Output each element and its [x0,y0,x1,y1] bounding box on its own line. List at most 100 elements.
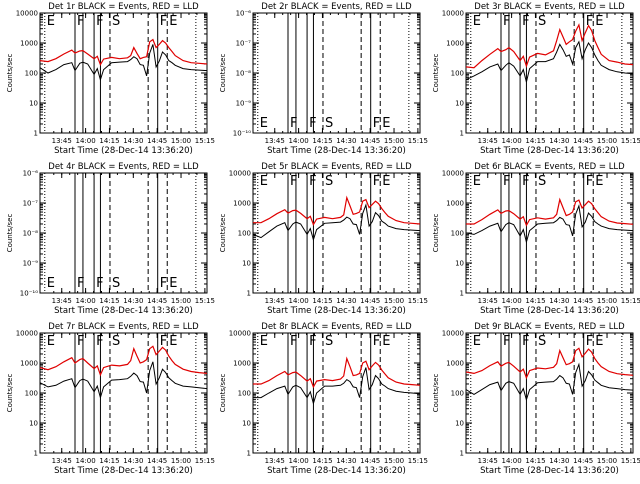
y-tick-label: 10⁻⁷ [236,40,252,48]
annotation-label: F [522,14,529,29]
x-tick-label: 14:15 [312,137,332,145]
y-tick-label: 1000 [233,360,251,368]
y-tick-label: 10000 [442,10,464,18]
y-tick-label: 100 [451,230,464,238]
series-events-black [465,362,634,402]
x-tick-label: 14:15 [312,457,332,465]
x-tick-label: 14:30 [123,457,143,465]
y-tick-label: 1 [460,290,464,298]
x-tick-label: 14:15 [99,137,119,145]
x-tick-label: 14:30 [336,137,356,145]
y-tick-label: 10⁻⁷ [23,200,39,208]
y-tick-label: 1 [460,130,464,138]
x-tick-label: 14:45 [360,297,380,305]
series-events-black [253,367,421,406]
y-tick-label: 10000 [229,330,251,338]
x-axis-label: Start Time (28-Dec-14 13:36:20) [267,466,406,476]
x-tick-label: 14:00 [76,457,96,465]
x-axis-label: Start Time (28-Dec-14 13:36:20) [54,466,193,476]
panel-title: Det 2r BLACK = Events, RED = LLD [261,2,412,12]
panel-title: Det 4r BLACK = Events, RED = LLD [48,162,199,172]
panel-title: Det 8r BLACK = Events, RED = LLD [261,322,412,332]
y-tick-label: 1000 [446,200,464,208]
x-tick-label: 14:30 [336,457,356,465]
x-tick-label: 15:00 [171,137,191,145]
x-tick-label: 14:15 [99,297,119,305]
series-events-black [252,203,421,242]
y-tick-label: 10000 [229,170,251,178]
annotation-label: F [503,174,510,189]
series-events-black [465,203,634,244]
annotation-label: F [77,14,84,29]
x-tick-label: 14:15 [525,297,545,305]
annotation-label: E [473,174,481,189]
annotation-label: F [160,276,167,291]
y-axis-label: Counts/sec [219,214,227,253]
plot-frame [39,172,208,294]
annotation-label: E [473,334,481,349]
y-tick-label: 100 [25,70,38,78]
annotation-label: S [538,14,546,29]
y-tick-label: 10⁻⁶ [23,170,39,178]
y-tick-label: 100 [238,230,251,238]
x-axis-label: Start Time (28-Dec-14 13:36:20) [54,146,193,156]
series-lld-red [253,356,421,389]
y-tick-label: 100 [451,390,464,398]
panel-title: Det 9r BLACK = Events, RED = LLD [474,322,625,332]
y-tick-label: 10 [242,260,251,268]
x-tick-label: 15:15 [195,137,215,145]
annotation-label: E [595,14,603,29]
x-tick-label: 15:00 [597,297,617,305]
x-tick-label: 14:45 [360,137,380,145]
panel-title: Det 6r BLACK = Events, RED = LLD [474,162,625,172]
x-tick-label: 14:30 [123,137,143,145]
y-axis-label: Counts/sec [6,214,14,253]
annotation-label: F [522,174,529,189]
plot-frame [252,12,421,134]
y-tick-label: 10⁻⁹ [23,260,39,268]
annotation-label: E [169,276,177,291]
x-tick-label: 14:00 [502,137,522,145]
x-tick-label: 15:15 [621,297,640,305]
y-tick-label: 10000 [442,330,464,338]
x-tick-label: 14:45 [573,457,593,465]
annotation-label: F [160,334,167,349]
x-tick-label: 13:45 [52,297,72,305]
x-tick-label: 13:45 [478,297,498,305]
x-tick-label: 15:00 [597,137,617,145]
x-tick-label: 14:45 [147,457,167,465]
x-tick-label: 14:30 [336,297,356,305]
y-tick-label: 10⁻⁹ [236,100,252,108]
annotation-label: E [382,116,390,131]
y-tick-label: 10⁻⁶ [236,10,252,18]
y-tick-label: 10000 [442,170,464,178]
y-tick-label: 1 [34,450,38,458]
y-tick-label: 10 [455,420,464,428]
x-tick-label: 14:45 [360,457,380,465]
y-axis-label: Counts/sec [432,374,440,413]
y-tick-label: 10⁻¹⁰ [20,290,38,298]
annotation-label: E [260,174,268,189]
annotation-label: F [309,174,316,189]
annotation-label: S [325,334,333,349]
annotation-label: S [112,276,120,291]
panel-title: Det 1r BLACK = Events, RED = LLD [48,2,199,12]
y-tick-label: 1000 [20,360,38,368]
plot-frame [465,12,634,134]
x-axis-label: Start Time (28-Dec-14 13:36:20) [480,146,619,156]
annotation-label: F [522,334,529,349]
x-tick-label: 14:30 [549,137,569,145]
x-tick-label: 14:15 [312,297,332,305]
annotation-label: S [538,334,546,349]
y-tick-label: 10000 [16,330,38,338]
annotation-label: S [325,174,333,189]
x-tick-label: 15:15 [621,457,640,465]
annotation-label: S [112,14,120,29]
y-tick-label: 1 [34,130,38,138]
y-tick-label: 1000 [233,200,251,208]
